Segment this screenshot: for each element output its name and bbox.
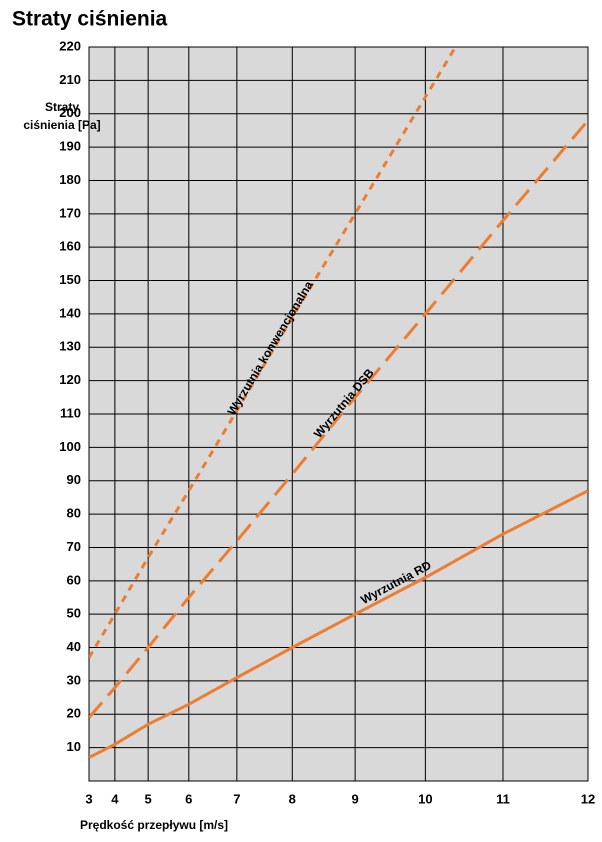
y-tick-label: 20 [67, 706, 81, 721]
y-axis-label: Straty ciśnienia [Pa] [23, 100, 101, 132]
x-tick-label: 11 [496, 791, 510, 806]
y-tick-label: 80 [67, 506, 81, 521]
x-tick-label: 10 [418, 791, 432, 806]
y-tick-label: 160 [59, 239, 81, 254]
x-tick-label: 9 [352, 791, 359, 806]
x-tick-label: 12 [581, 791, 595, 806]
y-tick-label: 90 [67, 472, 81, 487]
x-axis-label: Prędkość przepływu [m/s] [80, 818, 228, 832]
y-tick-label: 40 [67, 639, 81, 654]
x-tick-label: 8 [289, 791, 296, 806]
y-tick-label: 30 [67, 672, 81, 687]
x-tick-label: 7 [233, 791, 240, 806]
series-line [89, 119, 588, 719]
y-tick-label: 110 [60, 405, 81, 420]
y-tick-label: 150 [59, 272, 81, 287]
chart-title: Straty ciśnienia [12, 8, 168, 31]
x-tick-label: 3 [85, 791, 92, 806]
series-line [89, 489, 588, 759]
series-line [89, 47, 457, 659]
y-tick-label: 190 [59, 139, 81, 154]
y-tick-label: 210 [59, 72, 81, 87]
y-tick-label: 70 [67, 539, 81, 554]
y-tick-label: 60 [67, 572, 81, 587]
y-tick-label: 220 [59, 38, 81, 53]
y-tick-label: 180 [59, 172, 81, 187]
y-tick-label: 100 [59, 439, 81, 454]
x-tick-label: 4 [111, 791, 119, 806]
y-tick-label: 130 [59, 339, 81, 354]
y-tick-label: 200 [59, 105, 81, 120]
y-tick-label: 140 [59, 305, 81, 320]
y-tick-label: 170 [59, 205, 81, 220]
y-tick-label: 10 [67, 739, 81, 754]
y-tick-label: 50 [67, 606, 81, 621]
x-tick-label: 6 [185, 791, 192, 806]
y-tick-label: 120 [59, 372, 81, 387]
x-tick-label: 5 [145, 791, 152, 806]
